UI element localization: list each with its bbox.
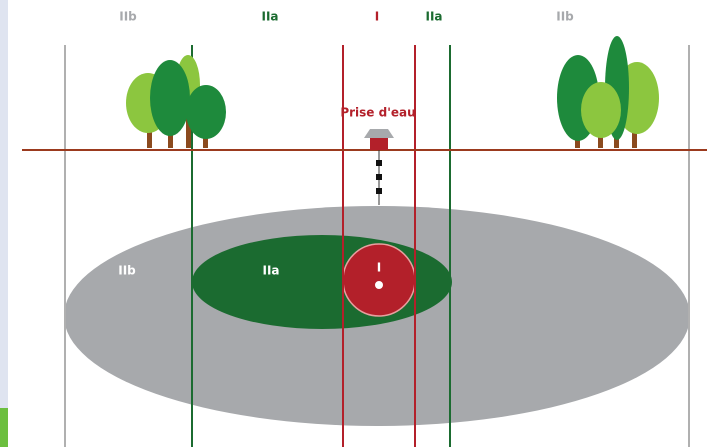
- top-label: I: [375, 10, 379, 24]
- top-label: IIa: [261, 10, 278, 24]
- top-label: IIa: [425, 10, 442, 24]
- zone-label: I: [377, 261, 381, 275]
- intake-roof: [364, 129, 394, 138]
- trees-right: [557, 36, 659, 148]
- intake-label: Prise d'eau: [340, 106, 415, 120]
- trees-left: [126, 55, 226, 148]
- water-intake: [364, 129, 394, 205]
- pipe-segment: [376, 188, 382, 194]
- page: {"top_labels": ["IIb", "IIa", "I", "IIa"…: [0, 0, 707, 447]
- top-label: IIb: [119, 10, 137, 24]
- tree: [150, 60, 190, 136]
- side-strip-accent: [0, 408, 8, 447]
- well-point: [375, 281, 383, 289]
- zone-label: IIa: [262, 264, 279, 278]
- intake-house: [370, 138, 388, 150]
- zone-label: IIb: [118, 264, 136, 278]
- side-strip: [0, 0, 8, 408]
- tree: [186, 85, 226, 139]
- top-label: IIb: [556, 10, 574, 24]
- zone-i: [343, 244, 415, 316]
- diagram: IIb IIa I IIa IIb Prise d'eau IIb IIa I: [0, 0, 707, 447]
- tree: [581, 82, 621, 138]
- pipe-segment: [376, 174, 382, 180]
- pipe-segment: [376, 160, 382, 166]
